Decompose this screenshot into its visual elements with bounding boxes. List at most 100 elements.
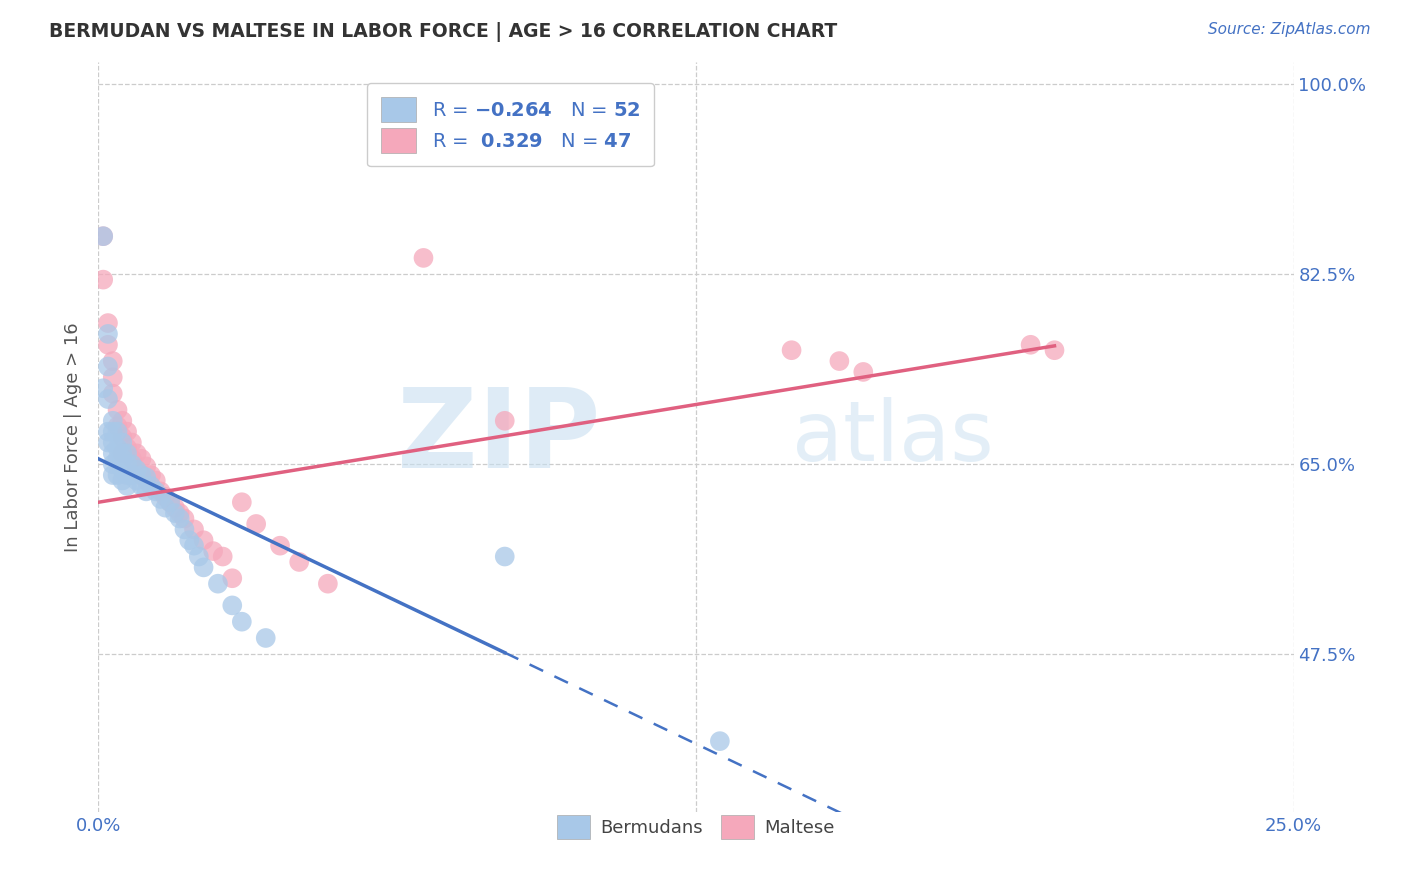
Point xyxy=(131,451,153,466)
Point xyxy=(131,479,153,493)
Point xyxy=(159,495,181,509)
Point xyxy=(125,446,148,460)
Point xyxy=(221,599,243,613)
Point xyxy=(193,560,215,574)
Point xyxy=(97,435,120,450)
Point xyxy=(1043,343,1066,358)
Point xyxy=(101,386,124,401)
Point xyxy=(494,414,516,428)
Point xyxy=(494,549,516,564)
Point xyxy=(91,229,114,244)
Point xyxy=(111,451,134,466)
Point xyxy=(101,446,124,460)
Text: atlas: atlas xyxy=(792,397,993,477)
Point xyxy=(288,555,311,569)
Point xyxy=(101,370,124,384)
Point xyxy=(111,435,134,450)
Point xyxy=(155,490,177,504)
Point xyxy=(91,229,114,244)
Text: Source: ZipAtlas.com: Source: ZipAtlas.com xyxy=(1208,22,1371,37)
Point xyxy=(101,457,124,471)
Point xyxy=(231,495,253,509)
Point xyxy=(145,474,167,488)
Point xyxy=(155,500,177,515)
Point xyxy=(187,549,209,564)
Point xyxy=(254,631,277,645)
Point xyxy=(173,522,195,536)
Point xyxy=(115,441,138,455)
Point xyxy=(149,491,172,506)
Point xyxy=(269,539,291,553)
Point xyxy=(211,549,233,564)
Point xyxy=(121,435,143,450)
Point xyxy=(111,474,134,488)
Point xyxy=(202,544,225,558)
Text: ZIP: ZIP xyxy=(396,384,600,491)
Point xyxy=(149,484,172,499)
Point xyxy=(1019,338,1042,352)
Point xyxy=(107,451,129,466)
Point xyxy=(135,459,157,474)
Point xyxy=(121,468,143,483)
Point xyxy=(91,272,114,286)
Legend: Bermudans, Maltese: Bermudans, Maltese xyxy=(548,806,844,847)
Point xyxy=(145,484,167,499)
Point xyxy=(107,441,129,455)
Point xyxy=(135,484,157,499)
Point xyxy=(163,500,186,515)
Point xyxy=(111,463,134,477)
Point xyxy=(159,495,181,509)
Point xyxy=(115,468,138,483)
Point xyxy=(183,539,205,553)
Point xyxy=(221,571,243,585)
Point xyxy=(169,506,191,520)
Point xyxy=(115,425,138,439)
Point xyxy=(101,425,124,439)
Point xyxy=(169,511,191,525)
Point xyxy=(107,403,129,417)
Point xyxy=(193,533,215,548)
Point xyxy=(231,615,253,629)
Point xyxy=(115,457,138,471)
Point xyxy=(245,516,267,531)
Point xyxy=(111,446,134,460)
Point xyxy=(852,365,875,379)
Point xyxy=(97,316,120,330)
Point xyxy=(91,381,114,395)
Point xyxy=(115,479,138,493)
Point xyxy=(163,506,186,520)
Point xyxy=(828,354,851,368)
Point xyxy=(125,463,148,477)
Point xyxy=(97,326,120,341)
Point xyxy=(139,468,162,483)
Y-axis label: In Labor Force | Age > 16: In Labor Force | Age > 16 xyxy=(65,322,83,552)
Point xyxy=(97,425,120,439)
Point xyxy=(107,468,129,483)
Point xyxy=(107,425,129,439)
Point xyxy=(179,533,201,548)
Point xyxy=(101,414,124,428)
Point xyxy=(121,457,143,471)
Point xyxy=(135,470,157,484)
Point xyxy=(173,511,195,525)
Point xyxy=(111,430,134,444)
Text: BERMUDAN VS MALTESE IN LABOR FORCE | AGE > 16 CORRELATION CHART: BERMUDAN VS MALTESE IN LABOR FORCE | AGE… xyxy=(49,22,838,42)
Point xyxy=(97,392,120,406)
Point xyxy=(316,576,339,591)
Point xyxy=(121,451,143,466)
Point xyxy=(101,435,124,450)
Point xyxy=(107,419,129,434)
Point xyxy=(111,414,134,428)
Point xyxy=(207,576,229,591)
Point xyxy=(131,468,153,483)
Point xyxy=(139,479,162,493)
Point xyxy=(97,359,120,374)
Point xyxy=(135,474,157,488)
Point xyxy=(183,522,205,536)
Point xyxy=(131,468,153,483)
Point xyxy=(412,251,434,265)
Point xyxy=(125,474,148,488)
Point xyxy=(709,734,731,748)
Point xyxy=(111,446,134,460)
Point xyxy=(115,446,138,460)
